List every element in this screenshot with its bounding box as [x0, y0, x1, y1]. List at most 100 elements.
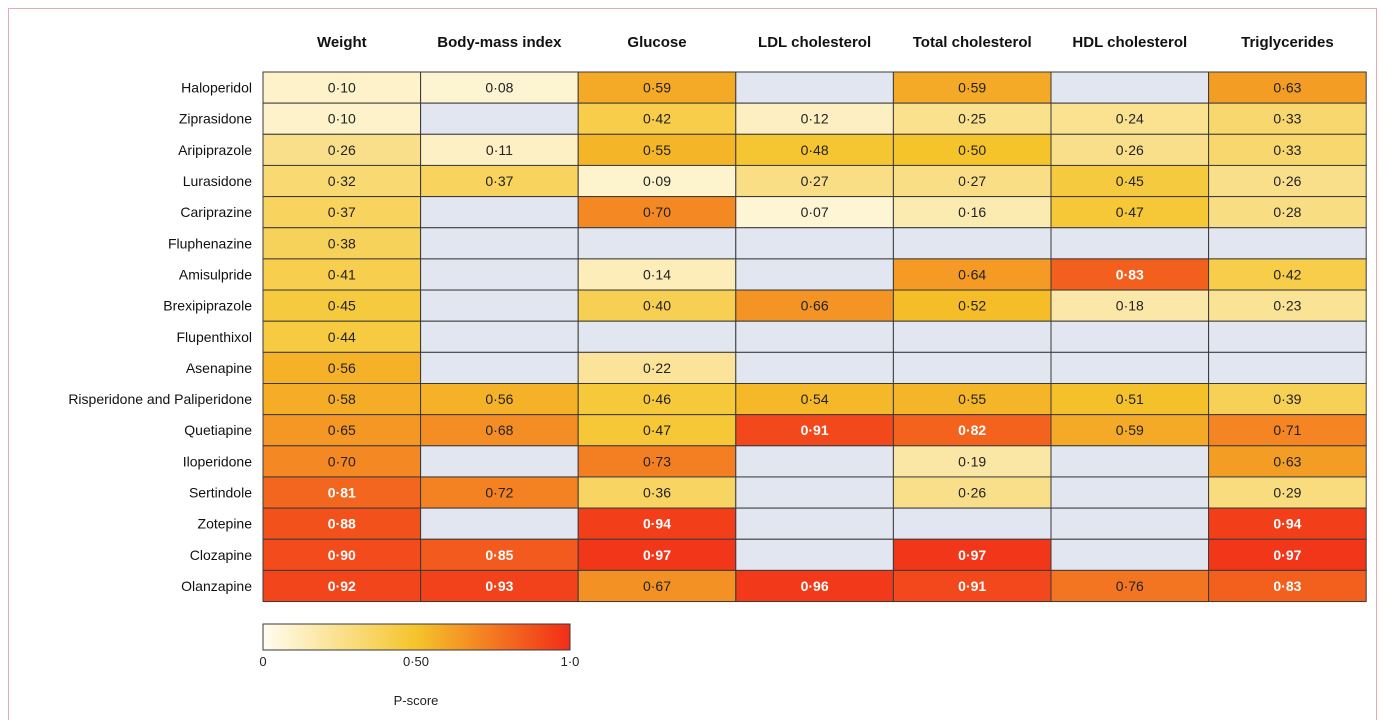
heatmap-cell — [420, 538, 579, 571]
heatmap-cell — [1208, 196, 1367, 229]
cell-value-label: 0·70 — [328, 453, 356, 469]
heatmap-cell — [577, 227, 737, 260]
heatmap-cell — [420, 351, 579, 385]
heatmap-cell — [262, 164, 422, 198]
heatmap-cells: 0·10 0·08 0·59 0·59 0·63 0·10 0·42 0·12 0·25 0·24… — [262, 71, 1367, 603]
heatmap-cell — [262, 383, 422, 416]
heatmap-cell — [262, 476, 422, 509]
colorbar-gradient — [262, 623, 571, 651]
cell-value-label: 0·42 — [643, 111, 671, 127]
heatmap-cell — [577, 383, 737, 416]
heatmap-cell — [1208, 102, 1367, 135]
row-label: Sertindole — [189, 485, 252, 501]
cell-value-label: 0·71 — [1273, 422, 1301, 438]
heatmap-cell — [735, 258, 894, 291]
heatmap-cell — [1050, 507, 1210, 540]
heatmap-cell — [262, 414, 422, 447]
heatmap-cell — [1208, 133, 1367, 166]
cell-value-label: 0·29 — [1273, 485, 1301, 501]
heatmap-cell — [1050, 71, 1210, 104]
heatmap-cell — [892, 507, 1052, 540]
row-label: Fluphenazine — [168, 235, 252, 251]
heatmap-cell — [1208, 507, 1367, 540]
heatmap-cell — [262, 196, 422, 229]
heatmap-cell — [262, 102, 422, 135]
cell-value-label: 0·47 — [1116, 204, 1144, 220]
row-label: Risperidone and Paliperidone — [68, 391, 252, 407]
cell-value-label: 0·38 — [328, 235, 356, 251]
heatmap-cell — [735, 320, 894, 353]
colorbar-tick-max: 1·0 — [561, 654, 580, 669]
cell-value-label: 0·52 — [958, 298, 986, 314]
cell-value-label: 0·33 — [1273, 142, 1301, 158]
cell-value-label: 0·40 — [643, 298, 671, 314]
cell-value-label: 0·81 — [328, 485, 356, 501]
heatmap-cell — [1050, 538, 1210, 571]
heatmap-cell — [262, 445, 422, 478]
heatmap-cell — [892, 414, 1052, 447]
heatmap-cell — [1208, 351, 1367, 385]
cell-value-label: 0·25 — [958, 111, 986, 127]
cell-value-label: 0·45 — [328, 298, 356, 314]
heatmap-cell — [1050, 476, 1210, 509]
heatmap-cell — [892, 476, 1052, 509]
heatmap-cell — [1208, 71, 1367, 104]
colorbar-label: P-score — [394, 693, 439, 708]
cell-value-label: 0·56 — [485, 391, 513, 407]
cell-value-label: 0·97 — [1273, 547, 1301, 563]
cell-value-label: 0·93 — [485, 578, 513, 594]
heatmap-cell — [892, 289, 1052, 322]
heatmap-cell — [262, 351, 422, 385]
cell-value-label: 0·63 — [1273, 453, 1301, 469]
heatmap-cell — [1050, 227, 1210, 260]
cell-value-label: 0·42 — [1273, 266, 1301, 282]
cell-value-label: 0·54 — [801, 391, 829, 407]
row-label: Haloperidol — [181, 80, 252, 96]
cell-value-label: 0·68 — [485, 422, 513, 438]
cell-value-label: 0·91 — [958, 578, 986, 594]
heatmap-cell — [420, 164, 579, 198]
cell-value-label: 0·73 — [643, 453, 671, 469]
cell-value-label: 0·59 — [643, 80, 671, 96]
heatmap-cell — [892, 102, 1052, 135]
cell-value-label: 0·72 — [485, 485, 513, 501]
heatmap-cell — [262, 507, 422, 540]
heatmap-cell — [262, 320, 422, 353]
heatmap-cell — [1050, 102, 1210, 135]
heatmap-cell — [420, 320, 579, 353]
row-label: Cariprazine — [180, 204, 252, 220]
heatmap-cell — [735, 196, 894, 229]
cell-value-label: 0·18 — [1116, 298, 1144, 314]
heatmap-cell — [420, 102, 579, 135]
heatmap-cell — [892, 320, 1052, 353]
cell-value-label: 0·36 — [643, 485, 671, 501]
cell-value-label: 0·32 — [328, 173, 356, 189]
row-label: Quetiapine — [184, 422, 252, 438]
cell-value-label: 0·67 — [643, 578, 671, 594]
heatmap-cell — [577, 445, 737, 478]
cell-value-label: 0·46 — [643, 391, 671, 407]
cell-value-label: 0·26 — [1273, 173, 1301, 189]
colorbar: 0 0·50 1·0 P-score — [259, 623, 580, 708]
cell-value-label: 0·14 — [643, 266, 671, 282]
column-header: Body-mass index — [437, 34, 562, 51]
heatmap-cell — [892, 351, 1052, 385]
cell-value-label: 0·56 — [328, 360, 356, 376]
heatmap-cell — [262, 227, 422, 260]
heatmap-cell — [262, 71, 422, 104]
heatmap-cell — [892, 196, 1052, 229]
cell-value-label: 0·19 — [958, 453, 986, 469]
heatmap-cell — [1050, 414, 1210, 447]
cell-value-label: 0·88 — [328, 516, 356, 532]
column-header: LDL cholesterol — [758, 34, 871, 51]
cell-value-label: 0·66 — [801, 298, 829, 314]
cell-value-label: 0·59 — [1116, 422, 1144, 438]
heatmap-cell — [577, 258, 737, 291]
heatmap-cell — [1208, 445, 1367, 478]
cell-value-label: 0·16 — [958, 204, 986, 220]
heatmap-cell — [735, 538, 894, 571]
heatmap-cell — [735, 71, 894, 104]
cell-value-label: 0·28 — [1273, 204, 1301, 220]
heatmap-cell — [735, 414, 894, 447]
heatmap-cell — [1208, 383, 1367, 416]
